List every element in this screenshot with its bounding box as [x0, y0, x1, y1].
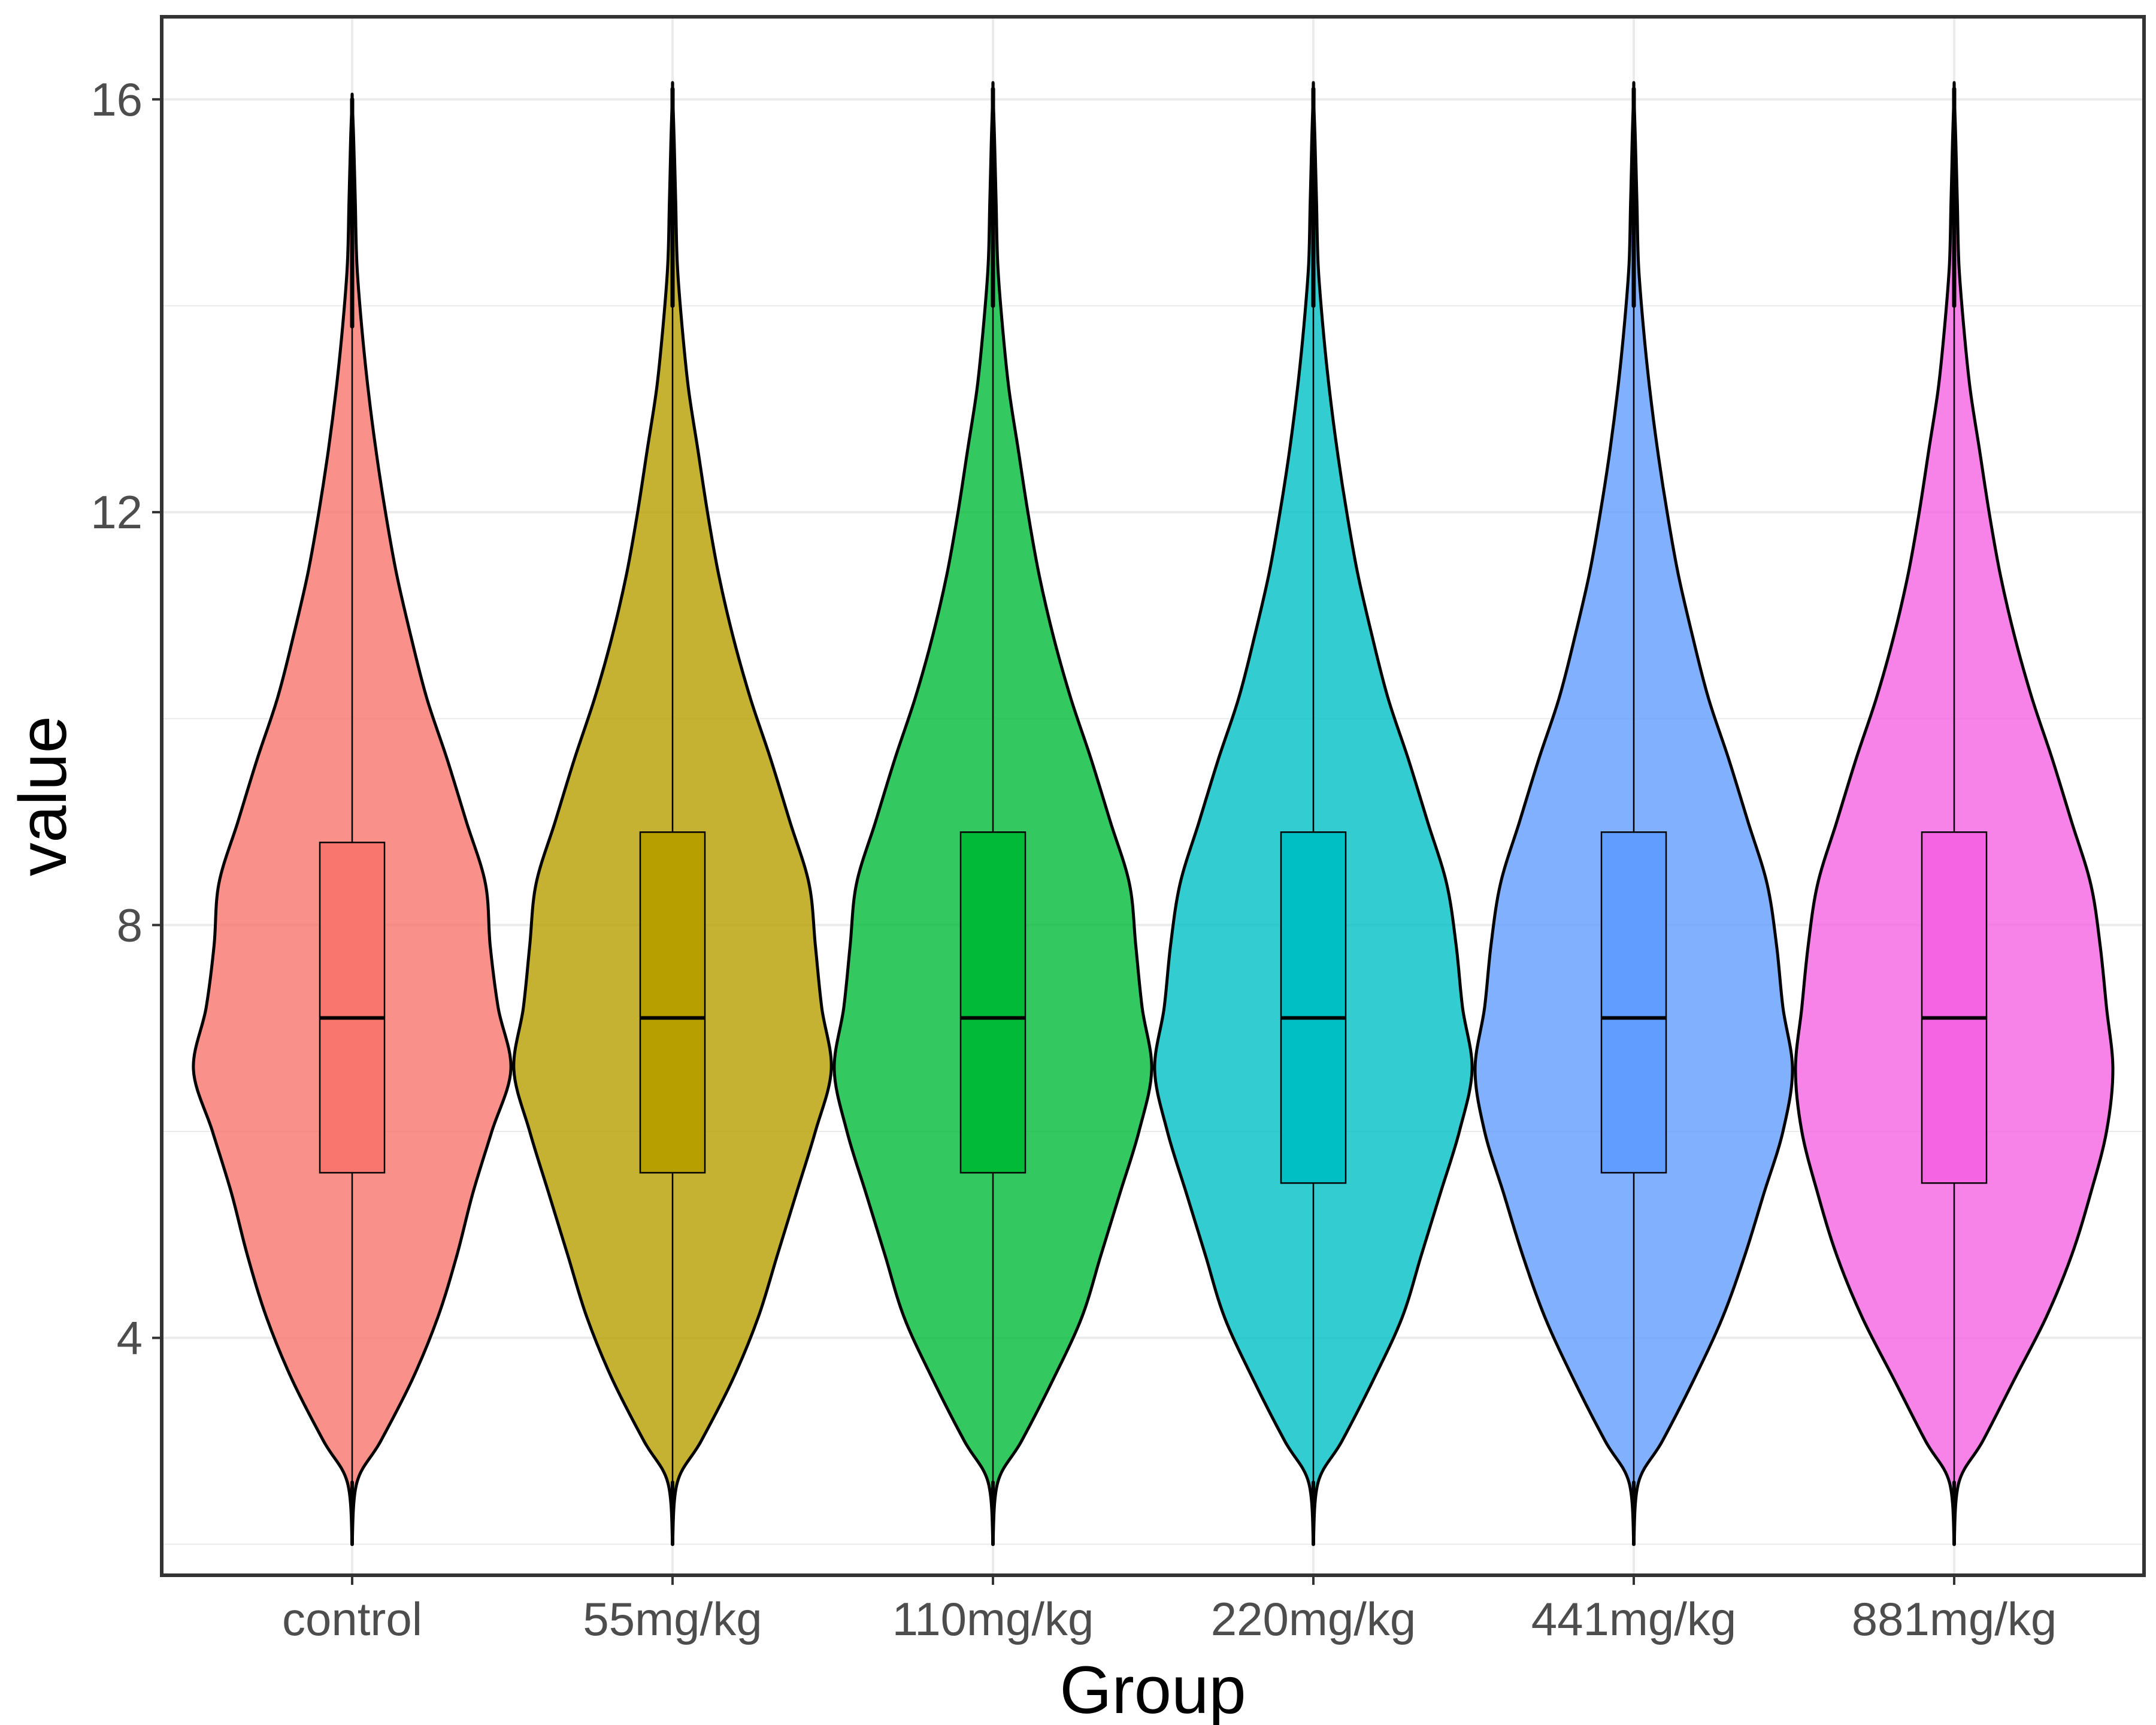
box-881mg/kg	[1921, 831, 1988, 1184]
x-tick-label: 881mg/kg	[1852, 1593, 2057, 1645]
y-tick-label: 16	[90, 73, 143, 126]
violins	[192, 81, 2115, 1547]
box-control	[319, 842, 386, 1174]
y-tick-label: 8	[117, 898, 143, 951]
y-axis-title: value	[5, 716, 80, 876]
x-tick-label: 220mg/kg	[1211, 1593, 1416, 1645]
panel-border	[160, 15, 2146, 1577]
y-axis-ticks: 4 8 12 16	[90, 73, 162, 1364]
y-tick-label: 4	[117, 1312, 143, 1364]
y-tick-label: 12	[90, 486, 143, 538]
x-axis-title: Group	[1059, 1653, 1246, 1725]
x-tick-label: 110mg/kg	[892, 1593, 1094, 1645]
box-441mg/kg	[1600, 831, 1667, 1174]
x-tick-label: 55mg/kg	[583, 1593, 762, 1645]
x-tick-label: control	[282, 1593, 422, 1645]
x-tick-label: 441mg/kg	[1531, 1593, 1737, 1645]
box-220mg/kg	[1280, 831, 1347, 1184]
x-axis-ticks: control 55mg/kg 110mg/kg 220mg/kg 441mg/kg 88…	[282, 1575, 2057, 1645]
box-55mg/kg	[639, 831, 706, 1174]
box-110mg/kg	[959, 831, 1026, 1174]
